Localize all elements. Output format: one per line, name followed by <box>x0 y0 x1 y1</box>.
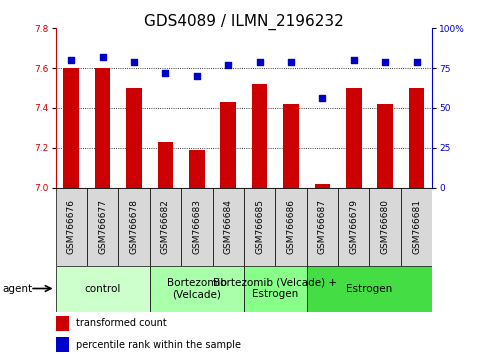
Bar <box>56 316 69 331</box>
Bar <box>377 104 393 188</box>
Text: GSM766686: GSM766686 <box>286 199 296 254</box>
Text: percentile rank within the sample: percentile rank within the sample <box>76 339 242 350</box>
Point <box>382 59 389 65</box>
Bar <box>275 188 307 266</box>
Text: Bortezomib (Velcade) +
Estrogen: Bortezomib (Velcade) + Estrogen <box>213 278 337 299</box>
Point <box>412 59 420 65</box>
Bar <box>346 88 362 188</box>
Bar <box>283 104 299 188</box>
Bar <box>307 266 432 312</box>
Bar <box>401 188 432 266</box>
Point <box>287 59 295 65</box>
Point <box>350 57 357 63</box>
Bar <box>338 188 369 266</box>
Text: GSM766679: GSM766679 <box>349 199 358 254</box>
Text: agent: agent <box>2 284 32 293</box>
Text: control: control <box>85 284 121 293</box>
Bar <box>63 68 79 188</box>
Bar <box>118 188 150 266</box>
Text: GSM766682: GSM766682 <box>161 199 170 254</box>
Bar <box>95 68 111 188</box>
Text: GSM766683: GSM766683 <box>192 199 201 254</box>
Point <box>193 73 201 79</box>
Point <box>224 62 232 68</box>
Text: GSM766676: GSM766676 <box>67 199 76 254</box>
Point <box>99 54 107 60</box>
Bar <box>189 150 205 188</box>
Bar <box>220 102 236 188</box>
Bar <box>409 88 425 188</box>
Bar <box>252 84 268 188</box>
Bar <box>56 337 69 352</box>
Bar <box>150 188 181 266</box>
Text: GSM766685: GSM766685 <box>255 199 264 254</box>
Bar <box>56 266 150 312</box>
Text: transformed count: transformed count <box>76 318 167 329</box>
Text: GSM766678: GSM766678 <box>129 199 139 254</box>
Text: GSM766680: GSM766680 <box>381 199 390 254</box>
Point <box>161 70 170 76</box>
Point <box>68 57 75 63</box>
Bar <box>181 188 213 266</box>
Text: Estrogen: Estrogen <box>346 284 393 293</box>
Bar <box>314 184 330 188</box>
Bar <box>56 188 87 266</box>
Bar <box>87 188 118 266</box>
Text: Bortezomib
(Velcade): Bortezomib (Velcade) <box>167 278 227 299</box>
Text: GSM766687: GSM766687 <box>318 199 327 254</box>
Text: GSM766684: GSM766684 <box>224 199 233 254</box>
Bar <box>150 266 244 312</box>
Bar <box>157 142 173 188</box>
Text: GSM766677: GSM766677 <box>98 199 107 254</box>
Text: GDS4089 / ILMN_2196232: GDS4089 / ILMN_2196232 <box>144 14 344 30</box>
Text: GSM766681: GSM766681 <box>412 199 421 254</box>
Point <box>256 59 264 65</box>
Bar <box>126 88 142 188</box>
Bar <box>307 188 338 266</box>
Point <box>130 59 138 65</box>
Bar <box>213 188 244 266</box>
Bar <box>244 188 275 266</box>
Point <box>319 96 327 101</box>
Bar <box>244 266 307 312</box>
Bar <box>369 188 401 266</box>
